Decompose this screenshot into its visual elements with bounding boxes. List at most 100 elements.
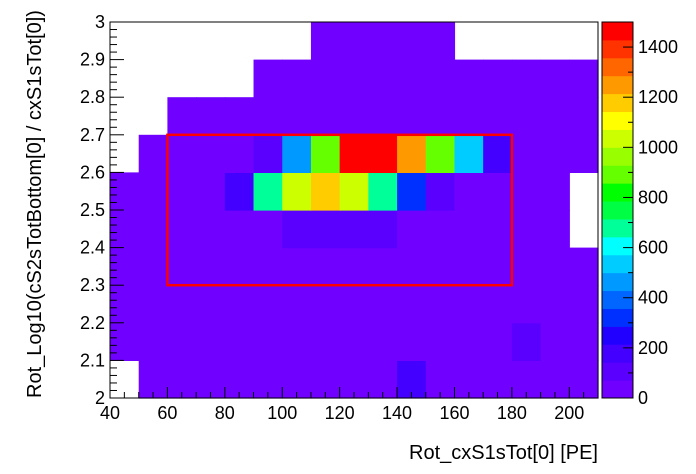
heatmap-cell [167, 285, 197, 324]
y-tick-label: 2.6 [80, 162, 105, 182]
heatmap-cell [167, 97, 197, 136]
heatmap-cell [425, 97, 456, 136]
heatmap-cell [397, 134, 427, 173]
heatmap-cell [110, 172, 140, 211]
y-axis: 2 2.1 2.2 2.3 2.4 2.5 2.6 2.7 2.8 2.9 3 [80, 12, 124, 408]
heatmap-cell [569, 97, 599, 136]
y-tick-label: 2.3 [80, 275, 105, 295]
colorbar-band [602, 39, 633, 59]
heatmap-cell [253, 285, 283, 324]
colorbar-tick-label: 600 [638, 238, 668, 258]
heatmap-cell [138, 285, 169, 324]
color-scale-bar: 0 200 400 600 800 1000 1200 1400 [601, 21, 678, 408]
heatmap-cell [511, 134, 542, 173]
colorbar-band [602, 93, 633, 113]
colorbar-band [602, 111, 633, 130]
heatmap-cell [310, 247, 341, 286]
heatmap-cell [138, 134, 169, 173]
heatmap-cell [483, 322, 513, 361]
colorbar-band [602, 201, 633, 220]
heatmap-cell [397, 210, 427, 249]
heatmap-cell [138, 172, 169, 211]
heatmap-cell [224, 210, 255, 249]
heatmap-cell [310, 172, 341, 211]
heatmap-cell [167, 247, 197, 286]
heatmap-cell [282, 210, 312, 249]
heatmap-cell [110, 285, 140, 324]
heatmap-cell [339, 285, 369, 324]
colorbar-tick-label: 200 [638, 338, 668, 358]
heatmap-cell [511, 172, 542, 211]
y-tick-label: 2.1 [80, 350, 105, 370]
y-tick-label: 3 [95, 12, 105, 32]
x-tick-label: 100 [267, 403, 297, 423]
heatmap-cell [569, 134, 599, 173]
heatmap-cell [253, 210, 283, 249]
heatmap-cell [511, 285, 542, 324]
selection-region [166, 133, 514, 287]
heatmap-cell [282, 59, 312, 98]
heatmap-cell [397, 22, 427, 61]
heatmap-cell [483, 134, 513, 173]
heatmap-cell [368, 247, 398, 286]
heatmap-cell [282, 322, 312, 361]
x-axis: 40 60 80 100 120 140 160 180 200 [100, 387, 599, 423]
heatmap-cell [167, 210, 197, 249]
heatmap-cell [224, 134, 255, 173]
heatmap-cell [196, 247, 226, 286]
x-tick-label: 180 [497, 403, 527, 423]
heatmap-cell [310, 97, 341, 136]
heatmap-cell [397, 285, 427, 324]
heatmap-cell [253, 247, 283, 286]
y-tick-label: 2.9 [80, 50, 105, 70]
colorbar-tick-label: 1400 [638, 37, 678, 57]
y-tick-label: 2.7 [80, 125, 105, 145]
heatmap-cell [454, 285, 484, 324]
x-tick-label: 160 [439, 403, 469, 423]
heatmap-cell [138, 247, 169, 286]
x-tick-label: 80 [215, 403, 235, 423]
heatmap-cell [511, 210, 542, 249]
heatmap-cell [569, 247, 599, 286]
heatmap-cell [224, 97, 255, 136]
heatmap-cell [569, 59, 599, 98]
heatmap-cell [425, 247, 456, 286]
heatmap-cell [196, 172, 226, 211]
heatmap-cell [511, 59, 542, 98]
heatmap-cell [196, 322, 226, 361]
colorbar-band [602, 380, 633, 399]
heatmap-cell [454, 134, 484, 173]
heatmap-cell [310, 322, 341, 361]
heatmap-cell [425, 59, 456, 98]
heatmap-cell [253, 322, 283, 361]
heatmap-cell [339, 22, 369, 61]
colorbar-band [602, 57, 633, 77]
heatmap-cell [310, 134, 341, 173]
heatmap-cell [454, 247, 484, 286]
heatmap-cell [483, 97, 513, 136]
heatmap-cell [339, 172, 369, 211]
heatmap-cell [110, 322, 140, 361]
colorbar-band [602, 129, 633, 148]
colorbar-band [602, 308, 633, 327]
y-tick-label: 2.2 [80, 313, 105, 333]
heatmap-cell [310, 59, 341, 98]
heatmap-cell [483, 210, 513, 249]
heatmap-cell [196, 210, 226, 249]
heatmap-cell [425, 134, 456, 173]
heatmap-cell [167, 172, 197, 211]
heatmap-cell [138, 322, 169, 361]
heatmap-cell [397, 172, 427, 211]
heatmap-cell [368, 134, 398, 173]
colorbar-band [602, 183, 633, 202]
heatmap-cell [540, 247, 570, 286]
colorbar-tick-label: 1200 [638, 87, 678, 107]
heatmap-cell [138, 210, 169, 249]
heatmap-cell [253, 172, 283, 211]
colorbar-band [602, 236, 633, 256]
selection-box [166, 133, 514, 287]
heatmap-cell [368, 22, 398, 61]
heatmap-cell [310, 285, 341, 324]
heatmap-cell [397, 247, 427, 286]
